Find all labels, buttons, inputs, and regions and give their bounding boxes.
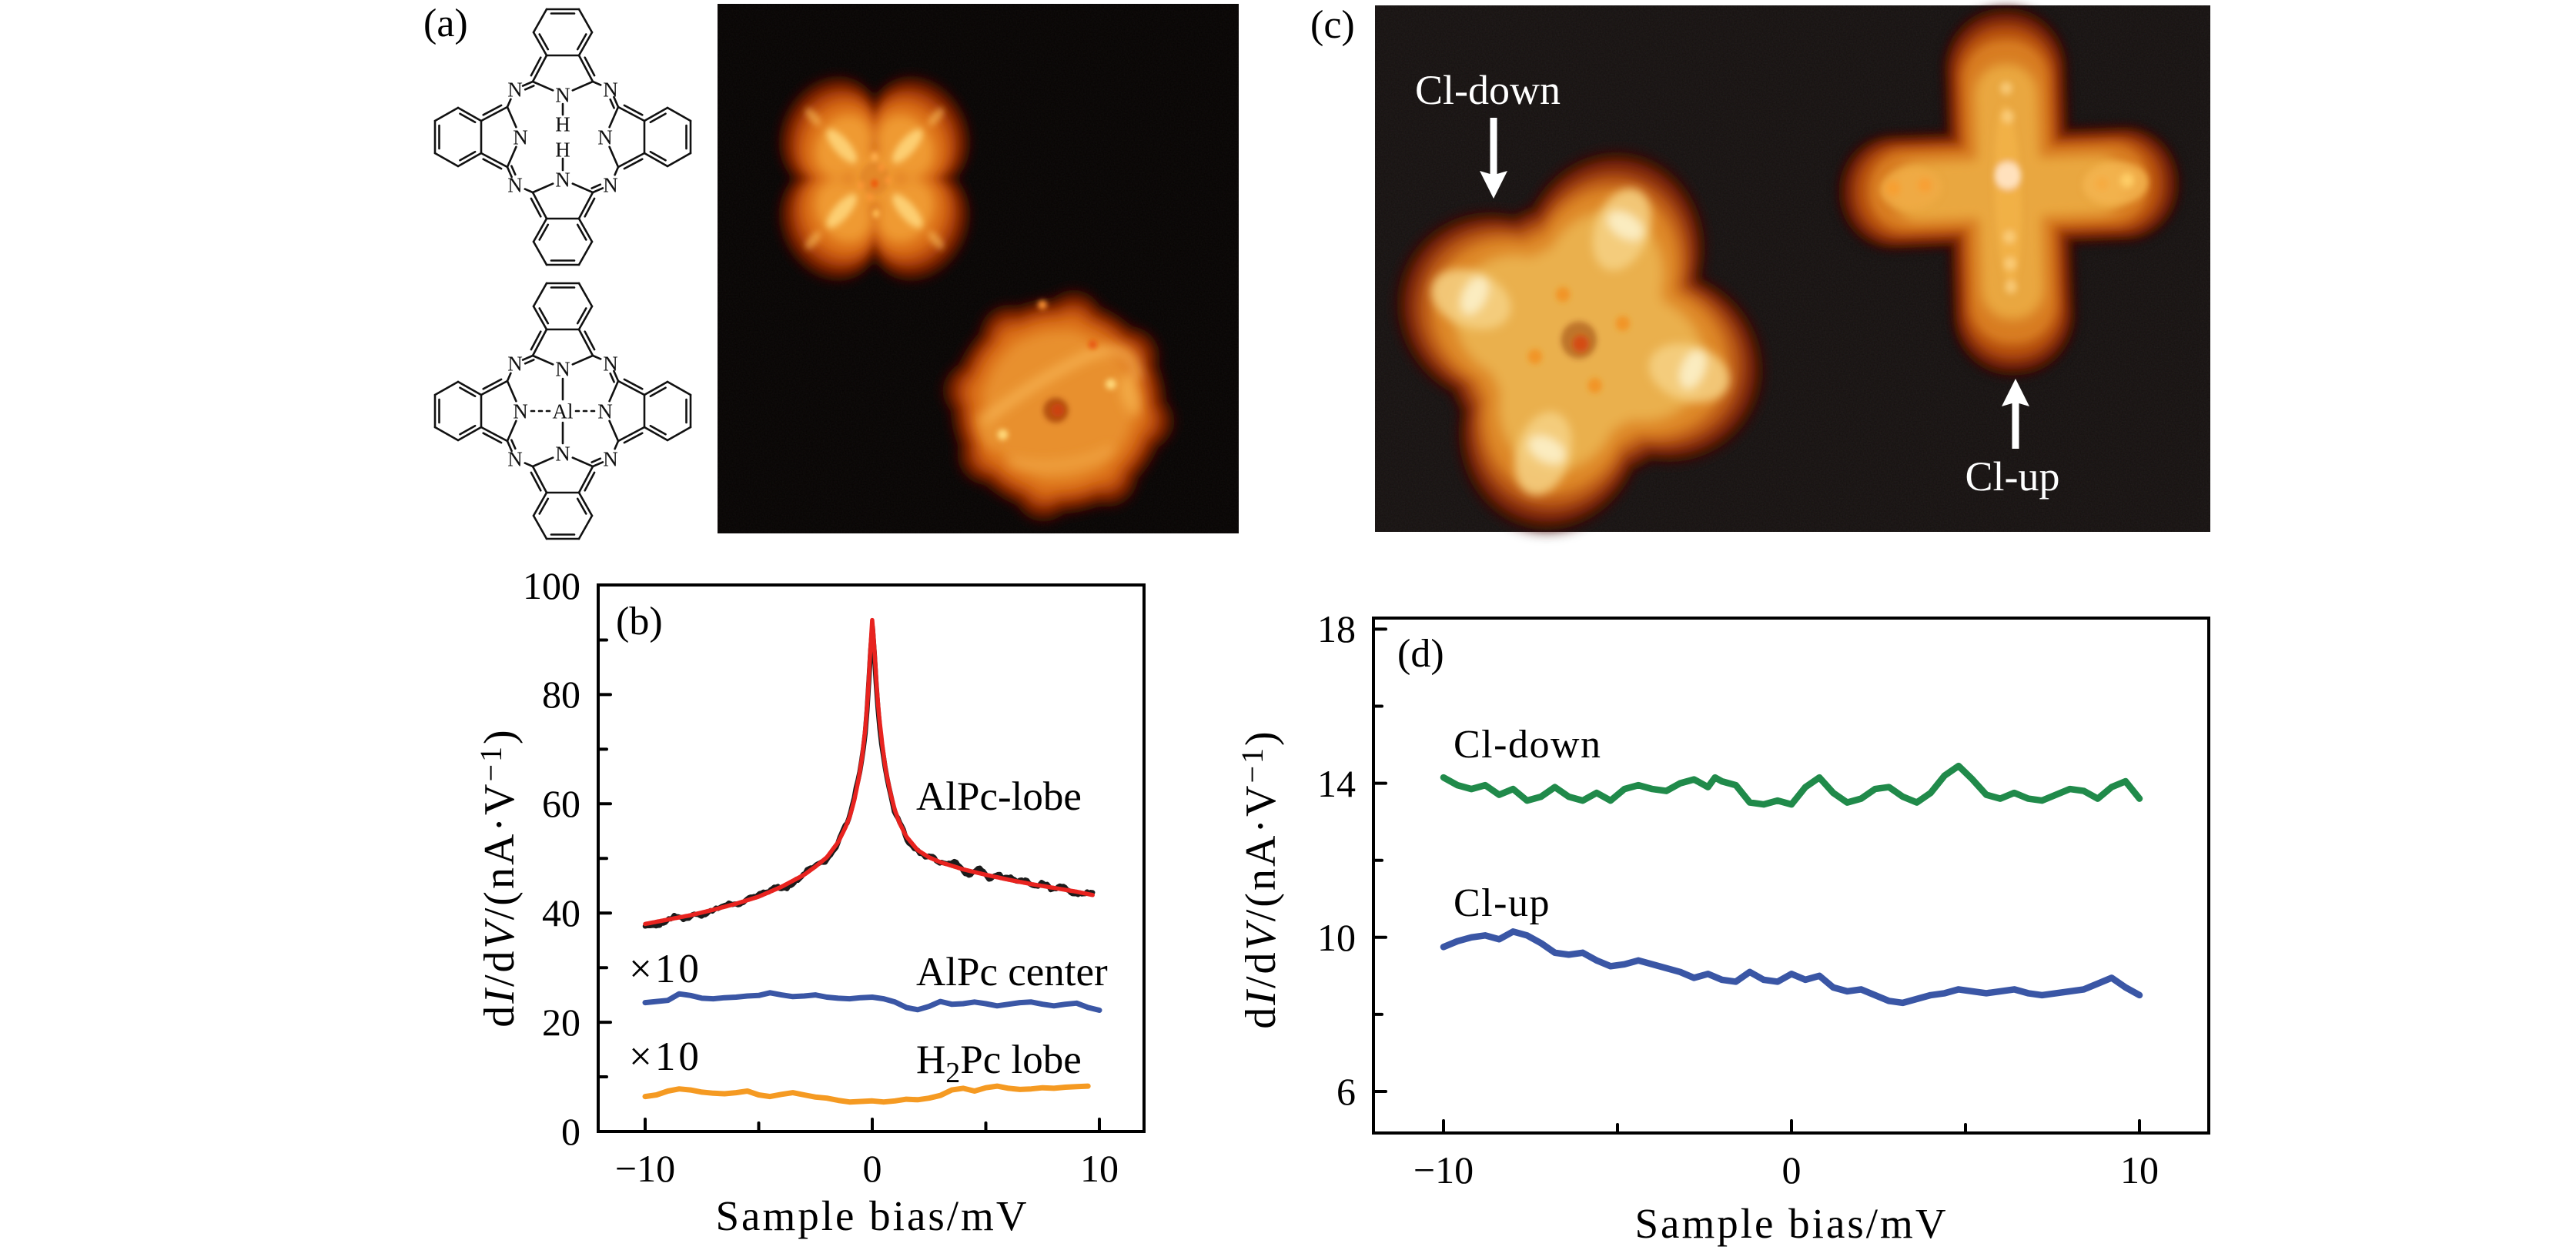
svg-text:Cl-up: Cl-up	[1965, 453, 2059, 500]
svg-text:dI/dV/(nA·V−1): dI/dV/(nA·V−1)	[473, 727, 524, 1027]
svg-text:(d): (d)	[1397, 632, 1444, 676]
svg-text:Al: Al	[553, 400, 574, 423]
svg-text:N: N	[513, 400, 528, 423]
svg-text:Cl-up: Cl-up	[1454, 881, 1551, 925]
svg-text:80: 80	[542, 673, 580, 716]
svg-text:AlPc center: AlPc center	[916, 950, 1108, 994]
svg-text:40: 40	[542, 891, 580, 934]
svg-text:10: 10	[1080, 1147, 1119, 1190]
svg-text:N: N	[603, 353, 618, 376]
svg-text:H: H	[555, 113, 570, 136]
svg-text:−10: −10	[615, 1147, 675, 1190]
svg-text:Sample bias/mV: Sample bias/mV	[1634, 1200, 1948, 1247]
svg-text:0: 0	[1782, 1148, 1802, 1192]
svg-text:H: H	[555, 139, 570, 162]
svg-text:0: 0	[863, 1147, 882, 1190]
svg-text:H2Pc lobe: H2Pc lobe	[916, 1038, 1082, 1089]
svg-text:(a): (a)	[423, 2, 468, 45]
svg-text:AlPc-lobe: AlPc-lobe	[916, 774, 1082, 819]
svg-text:60: 60	[542, 782, 580, 825]
svg-text:N: N	[507, 79, 523, 102]
svg-text:Cl-down: Cl-down	[1415, 67, 1561, 113]
svg-text:N: N	[603, 174, 618, 197]
svg-text:14: 14	[1317, 762, 1356, 805]
svg-text:Cl-down: Cl-down	[1454, 723, 1602, 767]
svg-text:−10: −10	[1413, 1148, 1474, 1192]
svg-text:0: 0	[561, 1110, 580, 1153]
svg-text:18: 18	[1317, 607, 1356, 650]
svg-text:N: N	[507, 353, 523, 376]
svg-text:N: N	[507, 174, 523, 197]
svg-text:×10: ×10	[629, 947, 702, 991]
svg-text:(b): (b)	[616, 600, 663, 643]
svg-text:Sample bias/mV: Sample bias/mV	[715, 1192, 1029, 1239]
svg-text:×10: ×10	[629, 1034, 702, 1079]
svg-text:6: 6	[1337, 1070, 1356, 1113]
svg-text:N: N	[597, 126, 613, 149]
svg-text:10: 10	[1317, 916, 1356, 959]
svg-text:N: N	[555, 358, 570, 381]
svg-text:20: 20	[542, 1001, 580, 1044]
svg-text:N: N	[597, 400, 613, 423]
svg-text:N: N	[555, 84, 570, 107]
svg-text:N: N	[507, 448, 523, 471]
svg-text:10: 10	[2120, 1148, 2159, 1192]
svg-text:N: N	[603, 448, 618, 471]
svg-text:(c): (c)	[1310, 3, 1355, 47]
svg-text:N: N	[555, 169, 570, 192]
svg-text:N: N	[555, 443, 570, 466]
svg-text:N: N	[603, 79, 618, 102]
svg-text:100: 100	[523, 564, 580, 607]
svg-text:N: N	[513, 126, 528, 149]
